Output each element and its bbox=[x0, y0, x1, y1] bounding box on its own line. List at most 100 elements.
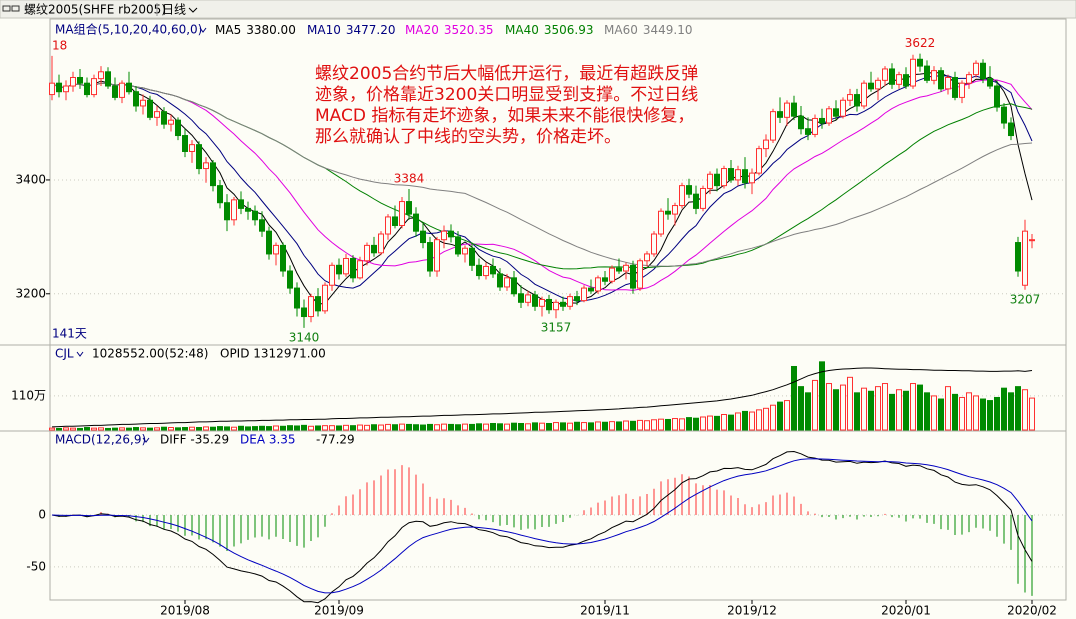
volume-bar bbox=[189, 426, 195, 431]
candle-body bbox=[959, 82, 965, 98]
candle-body bbox=[196, 144, 202, 170]
volume-bar bbox=[903, 390, 909, 431]
candle-body bbox=[749, 172, 755, 184]
candle-body bbox=[217, 185, 223, 204]
panel-frame bbox=[49, 18, 1067, 601]
dropdown-arrow[interactable] bbox=[76, 351, 84, 357]
volume-bar bbox=[434, 424, 440, 431]
volume-bar bbox=[840, 384, 846, 431]
volume-bar bbox=[70, 427, 76, 431]
price-label: 3622 bbox=[905, 36, 936, 50]
volume-bar bbox=[196, 427, 202, 431]
candle-body bbox=[903, 74, 909, 87]
volume-bar bbox=[371, 424, 377, 431]
candle-body bbox=[336, 264, 342, 275]
volume-bar bbox=[504, 423, 510, 431]
volume-bar bbox=[343, 424, 349, 431]
volume-bar bbox=[630, 420, 636, 431]
volume-bar bbox=[161, 426, 167, 431]
volume-bar bbox=[609, 421, 615, 431]
candle-body bbox=[112, 85, 118, 98]
ma-label[interactable]: MA组合(5,10,20,40,60,0) bbox=[55, 22, 202, 37]
volume-name[interactable]: CJL bbox=[55, 347, 74, 361]
candle-body bbox=[280, 244, 286, 272]
volume-bar bbox=[49, 427, 55, 431]
volume-bar bbox=[917, 384, 923, 431]
volume-bar bbox=[728, 414, 734, 431]
volume-bar bbox=[140, 427, 146, 431]
volume-bar bbox=[826, 383, 832, 431]
candle-body bbox=[987, 78, 993, 87]
volume-bar bbox=[987, 400, 993, 431]
candle-body bbox=[168, 119, 174, 125]
candle-body bbox=[847, 94, 853, 101]
x-tick-label: 2020/01 bbox=[881, 604, 931, 618]
volume-bar bbox=[322, 425, 328, 431]
candle-body bbox=[504, 277, 510, 288]
candle-body bbox=[630, 264, 636, 289]
y-tick-label: 0 bbox=[38, 507, 46, 521]
price-label: 18 bbox=[52, 38, 67, 52]
volume-bar bbox=[490, 422, 496, 431]
x-tick-label: 2019/12 bbox=[727, 604, 777, 618]
volume-bar bbox=[392, 424, 398, 431]
candle-body bbox=[189, 144, 195, 152]
candle-body bbox=[602, 277, 608, 282]
volume-bar bbox=[973, 395, 979, 431]
candle-body bbox=[728, 168, 734, 181]
volume-bar bbox=[168, 427, 174, 431]
volume-bar bbox=[672, 418, 678, 431]
volume-bar bbox=[336, 425, 342, 431]
candle-body bbox=[735, 169, 741, 181]
candle-body bbox=[98, 71, 104, 80]
dea-line bbox=[51, 458, 1033, 594]
candle-body bbox=[448, 230, 454, 238]
candle-body bbox=[434, 239, 440, 272]
candle-body bbox=[399, 201, 405, 226]
candle-body bbox=[560, 301, 566, 307]
volume-bar bbox=[385, 423, 391, 431]
candle-body bbox=[952, 76, 958, 98]
candle-body bbox=[539, 298, 545, 307]
dropdown-arrow[interactable] bbox=[199, 27, 207, 33]
ma-value: 3449.10 bbox=[643, 23, 693, 37]
annotation: 迹象，价格靠近3200关口明显受到支撑。不过日线 bbox=[315, 85, 698, 105]
candle-body bbox=[490, 265, 496, 275]
candle-body bbox=[329, 264, 335, 286]
volume-bar bbox=[686, 417, 692, 431]
volume-bar bbox=[644, 420, 650, 431]
candle-body bbox=[70, 76, 76, 87]
volume-bar bbox=[56, 427, 62, 431]
volume-value: 1028552.00(52:48) bbox=[92, 347, 208, 361]
annotation: 螺纹2005合约节后大幅低开运行，最近有超跌反弹 bbox=[315, 64, 698, 84]
volume-bar bbox=[938, 398, 944, 431]
macd-value: -77.29 bbox=[316, 433, 355, 447]
candle-body bbox=[308, 296, 314, 318]
candle-body bbox=[805, 128, 811, 135]
ma-name: MA5 bbox=[215, 23, 241, 37]
period[interactable]: 日线 bbox=[162, 3, 186, 17]
volume-bar bbox=[518, 422, 524, 431]
symbol[interactable]: 螺纹2005(SHFE rb2005) bbox=[24, 3, 166, 17]
x-tick-label: 2020/02 bbox=[1007, 604, 1057, 618]
candle-body bbox=[140, 99, 146, 107]
candle-body bbox=[910, 58, 916, 87]
volume-bar bbox=[448, 423, 454, 431]
candle-body bbox=[623, 264, 629, 272]
volume-bar bbox=[105, 427, 111, 431]
volume-bar bbox=[133, 427, 139, 431]
ma-line bbox=[51, 75, 1033, 302]
volume-bar bbox=[1001, 387, 1007, 431]
candle-body bbox=[385, 216, 391, 235]
dropdown-arrow[interactable] bbox=[188, 7, 198, 13]
dropdown-arrow[interactable] bbox=[142, 437, 150, 443]
volume-bar bbox=[483, 423, 489, 431]
candle-body bbox=[210, 162, 216, 187]
diff-label: DIFF -35.29 bbox=[160, 433, 229, 447]
candle-body bbox=[56, 82, 62, 93]
candle-body bbox=[315, 296, 321, 312]
candle-body bbox=[707, 173, 713, 189]
candle-body bbox=[637, 260, 643, 289]
macd-label[interactable]: MACD(12,26,9) bbox=[55, 433, 146, 447]
candle-body bbox=[427, 242, 433, 272]
